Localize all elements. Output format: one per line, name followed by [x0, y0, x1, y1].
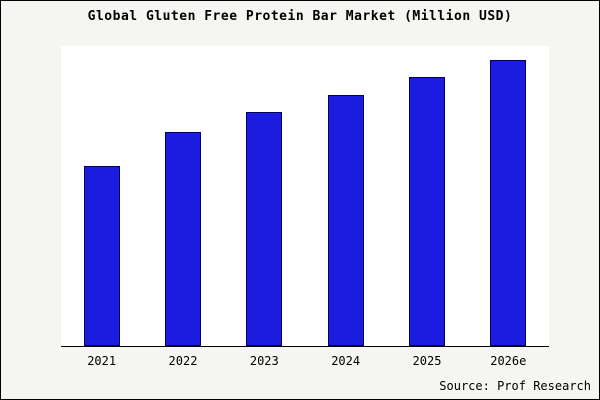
bar-2025: [408, 77, 445, 346]
bars: 2021 2022 2023 2024 2025 2026e: [61, 46, 549, 368]
x-tick-label: 2022: [168, 354, 198, 368]
chart-title: Global Gluten Free Protein Bar Market (M…: [87, 9, 513, 24]
bar-column: 2022: [142, 46, 223, 368]
x-tick-label: 2024: [331, 354, 361, 368]
bar-2021: [83, 166, 120, 346]
source-credit: Source: Prof Research: [439, 379, 591, 393]
x-tick-label: 2026e: [490, 354, 527, 368]
bar-2024: [327, 94, 364, 346]
bar-column: 2023: [224, 46, 305, 368]
bar-column: 2025: [386, 46, 467, 368]
bar-2026e: [490, 60, 527, 346]
bar-column: 2026e: [468, 46, 549, 368]
x-tick-label: 2023: [249, 354, 279, 368]
bar-column: 2021: [61, 46, 142, 368]
bar-2022: [164, 131, 201, 346]
x-tick-label: 2021: [87, 354, 117, 368]
plot-area: 2021 2022 2023 2024 2025 2026e: [61, 46, 549, 368]
bar-2023: [246, 111, 283, 346]
x-tick-label: 2025: [412, 354, 442, 368]
bar-column: 2024: [305, 46, 386, 368]
